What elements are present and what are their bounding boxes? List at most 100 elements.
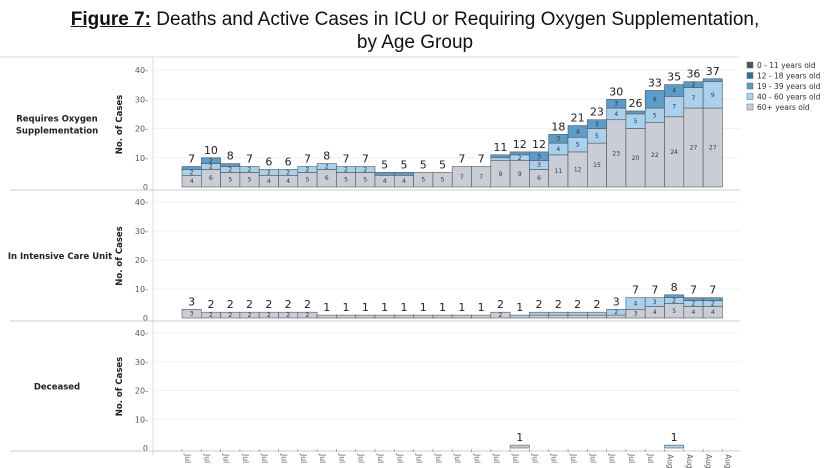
bar-total-label: 2 (207, 298, 214, 311)
bar-segment (413, 314, 434, 319)
bar-total-label: 2 (304, 298, 311, 311)
segment-label: 9 (518, 171, 522, 178)
bar-total-label: 1 (516, 431, 523, 444)
bar-segment (529, 311, 550, 316)
bar-total-label: 21 (571, 112, 585, 125)
segment-label: 5 (344, 177, 348, 184)
bar-segment (567, 311, 588, 316)
bar-segment (316, 314, 337, 319)
bar-total-label: 1 (458, 301, 465, 314)
segment-label: 6 (537, 175, 541, 182)
segment-label: 4 (402, 178, 406, 185)
y-tick-label: 30- (135, 358, 148, 367)
panel-label: Requires Oxygen (16, 115, 98, 125)
bar-total-label: 8 (227, 150, 234, 163)
segment-label: 5 (672, 308, 676, 315)
bar-total-label: 1 (439, 301, 446, 314)
bar-total-label: 2 (536, 298, 543, 311)
segment-label: 4 (614, 111, 618, 118)
y-tick-label: 10- (135, 154, 148, 163)
bar-total-label: 7 (690, 284, 697, 297)
bar-segment (664, 294, 685, 298)
bar-segment (567, 314, 588, 319)
x-tick-label: Jul (222, 453, 231, 463)
segment-label: 7 (479, 174, 483, 181)
x-tick-label: Jul (376, 453, 385, 463)
segment-label: 5 (421, 177, 425, 184)
x-tick-label: Jul (434, 453, 443, 463)
segment-label: 2 (325, 164, 329, 171)
bar-total-label: 2 (555, 298, 562, 311)
bar-total-label: 10 (204, 144, 218, 157)
y-tick-label: 10- (135, 415, 148, 424)
bar-total-label: 11 (493, 141, 507, 154)
y-tick-label: 20- (135, 256, 148, 265)
segment-label: 6 (653, 96, 657, 103)
bar-total-label: 37 (706, 65, 720, 78)
legend-swatch (746, 72, 754, 79)
bar-total-label: 8 (671, 281, 678, 294)
bar-total-label: 1 (420, 301, 427, 314)
x-tick-label: Jul (646, 453, 655, 463)
y-axis-title: No. of Cases (115, 95, 125, 155)
bar-segment (336, 314, 356, 319)
bar-total-label: 1 (343, 301, 350, 314)
segment-label: 4 (383, 178, 387, 185)
legend-label: 0 - 11 years old (757, 61, 816, 70)
segment-label: 2 (306, 312, 310, 319)
segment-label: 4 (653, 309, 657, 316)
segment-label: 3 (614, 101, 618, 108)
y-axis-title: No. of Cases (115, 226, 125, 286)
y-tick-label: 40- (135, 66, 148, 75)
segment-label: 2 (190, 169, 194, 176)
bar-total-label: 1 (400, 301, 407, 314)
bar-segment (490, 154, 511, 159)
segment-label: 3 (653, 299, 657, 306)
bar-total-label: 5 (439, 158, 446, 171)
bar-total-label: 23 (590, 106, 604, 119)
segment-label: 2 (692, 301, 696, 308)
y-axis-title: No. of Cases (115, 357, 125, 417)
bar-segment (702, 297, 723, 301)
bar-total-label: 2 (574, 298, 581, 311)
bar-total-label: 1 (671, 431, 678, 444)
segment-label: 15 (593, 162, 601, 169)
segment-label: 23 (612, 150, 620, 157)
x-tick-label: Jul (299, 453, 308, 463)
bar-total-label: 33 (648, 76, 662, 89)
bar-total-label: 1 (381, 301, 388, 314)
segment-label: 7 (692, 95, 696, 102)
segment-label: 4 (711, 309, 715, 316)
bar-segment (181, 166, 202, 170)
bar-segment (393, 314, 414, 319)
x-tick-label: Jul (241, 453, 250, 463)
x-tick-label: Jul (588, 453, 597, 463)
segment-label: 5 (576, 142, 580, 149)
bar-total-label: 18 (551, 120, 565, 133)
y-tick-label: 30- (135, 95, 148, 104)
segment-label: 11 (555, 168, 563, 175)
y-tick-label: 0 (143, 444, 148, 453)
x-tick-label: Jul (569, 453, 578, 463)
segment-label: 2 (518, 155, 522, 162)
bar-total-label: 2 (497, 298, 504, 311)
legend-label: 19 - 39 years old (757, 82, 821, 91)
legend-swatch (746, 93, 754, 100)
bar-total-label: 3 (613, 295, 620, 308)
y-tick-label: 10- (135, 285, 148, 294)
x-tick-label: Jul (260, 453, 269, 463)
x-tick-label: Jul (530, 453, 539, 463)
segment-label: 2 (248, 166, 252, 173)
segment-label: 9 (499, 171, 503, 178)
segment-label: 2 (209, 158, 213, 165)
bar-total-label: 36 (686, 68, 700, 81)
segment-label: 3 (190, 311, 194, 318)
x-tick-label: Jul (280, 453, 289, 463)
y-tick-label: 20- (135, 387, 148, 396)
x-tick-label: Jul (492, 453, 501, 463)
bar-total-label: 3 (188, 295, 195, 308)
segment-label: 2 (228, 312, 232, 319)
x-tick-label: Jul (183, 453, 192, 463)
bar-total-label: 12 (532, 138, 546, 151)
